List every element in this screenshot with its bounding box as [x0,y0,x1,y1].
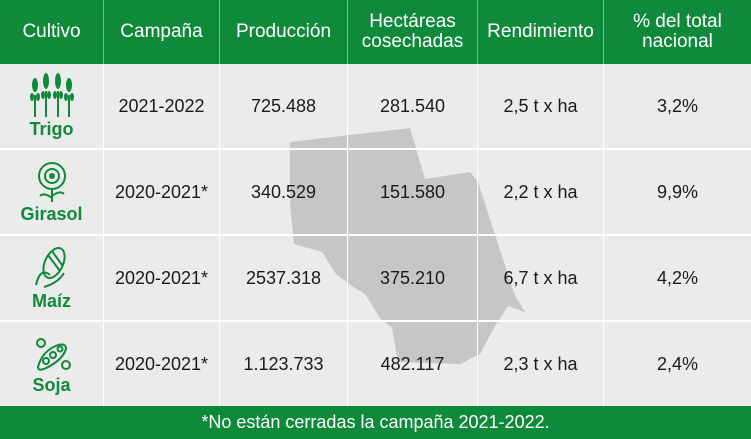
campaign-cell: 2020-2021* [104,322,220,406]
campaign-cell: 2020-2021* [104,236,220,320]
production-cell: 725.488 [220,64,348,148]
crop-name: Maíz [31,290,71,311]
footer-note: *No están cerradas la campaña 2021-2022. [0,406,751,439]
production-cell: 1.123.733 [220,322,348,406]
campaign-cell: 2021-2022 [104,64,220,148]
hectares-cell: 151.580 [348,150,478,234]
table-header: Cultivo Campaña Producción Hectáreas cos… [0,0,751,64]
wheat-icon [29,72,74,117]
province-map-watermark [290,128,525,364]
header-hectareas: Hectáreas cosechadas [348,0,478,64]
share-cell: 9,9% [656,181,699,202]
crop-cell: Soja [0,322,104,406]
yield-cell: 2,2 t x ha [478,150,604,234]
table-body: Trigo 2021-2022 725.488 281.540 2,5 t x … [0,64,751,406]
crop-cell: Girasol [0,150,104,234]
hectares-cell: 482.117 [348,322,478,406]
table-row: Soja 2020-2021* 1.123.733 482.117 2,3 t … [0,322,751,406]
table-row: Maíz 2020-2021* 2537.318 375.210 6,7 t x… [0,236,751,320]
crop-name: Trigo [29,118,74,139]
corn-icon [34,246,66,288]
table-row: Girasol 2020-2021* 340.529 151.580 2,2 t… [0,150,751,234]
crop-cell: Trigo [0,64,104,148]
sunflower-icon [37,161,66,202]
header-cultivo: Cultivo [0,0,104,64]
row-divider [0,148,751,150]
soybean-icon [35,337,71,371]
production-cell: 2537.318 [220,236,348,320]
crop-name: Girasol [20,203,83,224]
share-cell: 3,2% [656,95,699,116]
row-divider [0,234,751,236]
yield-cell: 2,3 t x ha [478,322,604,406]
hectares-cell: 281.540 [348,64,478,148]
crop-cell: Maíz [0,236,104,320]
production-cell: 340.529 [220,150,348,234]
header-produccion: Producción [220,0,348,64]
hectares-cell: 375.210 [348,236,478,320]
yield-cell: 2,5 t x ha [478,64,604,148]
table-row: Trigo 2021-2022 725.488 281.540 2,5 t x … [0,64,751,148]
crop-name: Soja [32,374,71,395]
yield-cell: 6,7 t x ha [478,236,604,320]
header-campana: Campaña [104,0,220,64]
header-porcentaje: % del total nacional [633,11,722,52]
share-cell: 4,2% [656,267,699,288]
row-divider [0,320,751,322]
share-cell: 2,4% [656,353,699,374]
header-rendimiento: Rendimiento [478,0,604,64]
campaign-cell: 2020-2021* [104,150,220,234]
